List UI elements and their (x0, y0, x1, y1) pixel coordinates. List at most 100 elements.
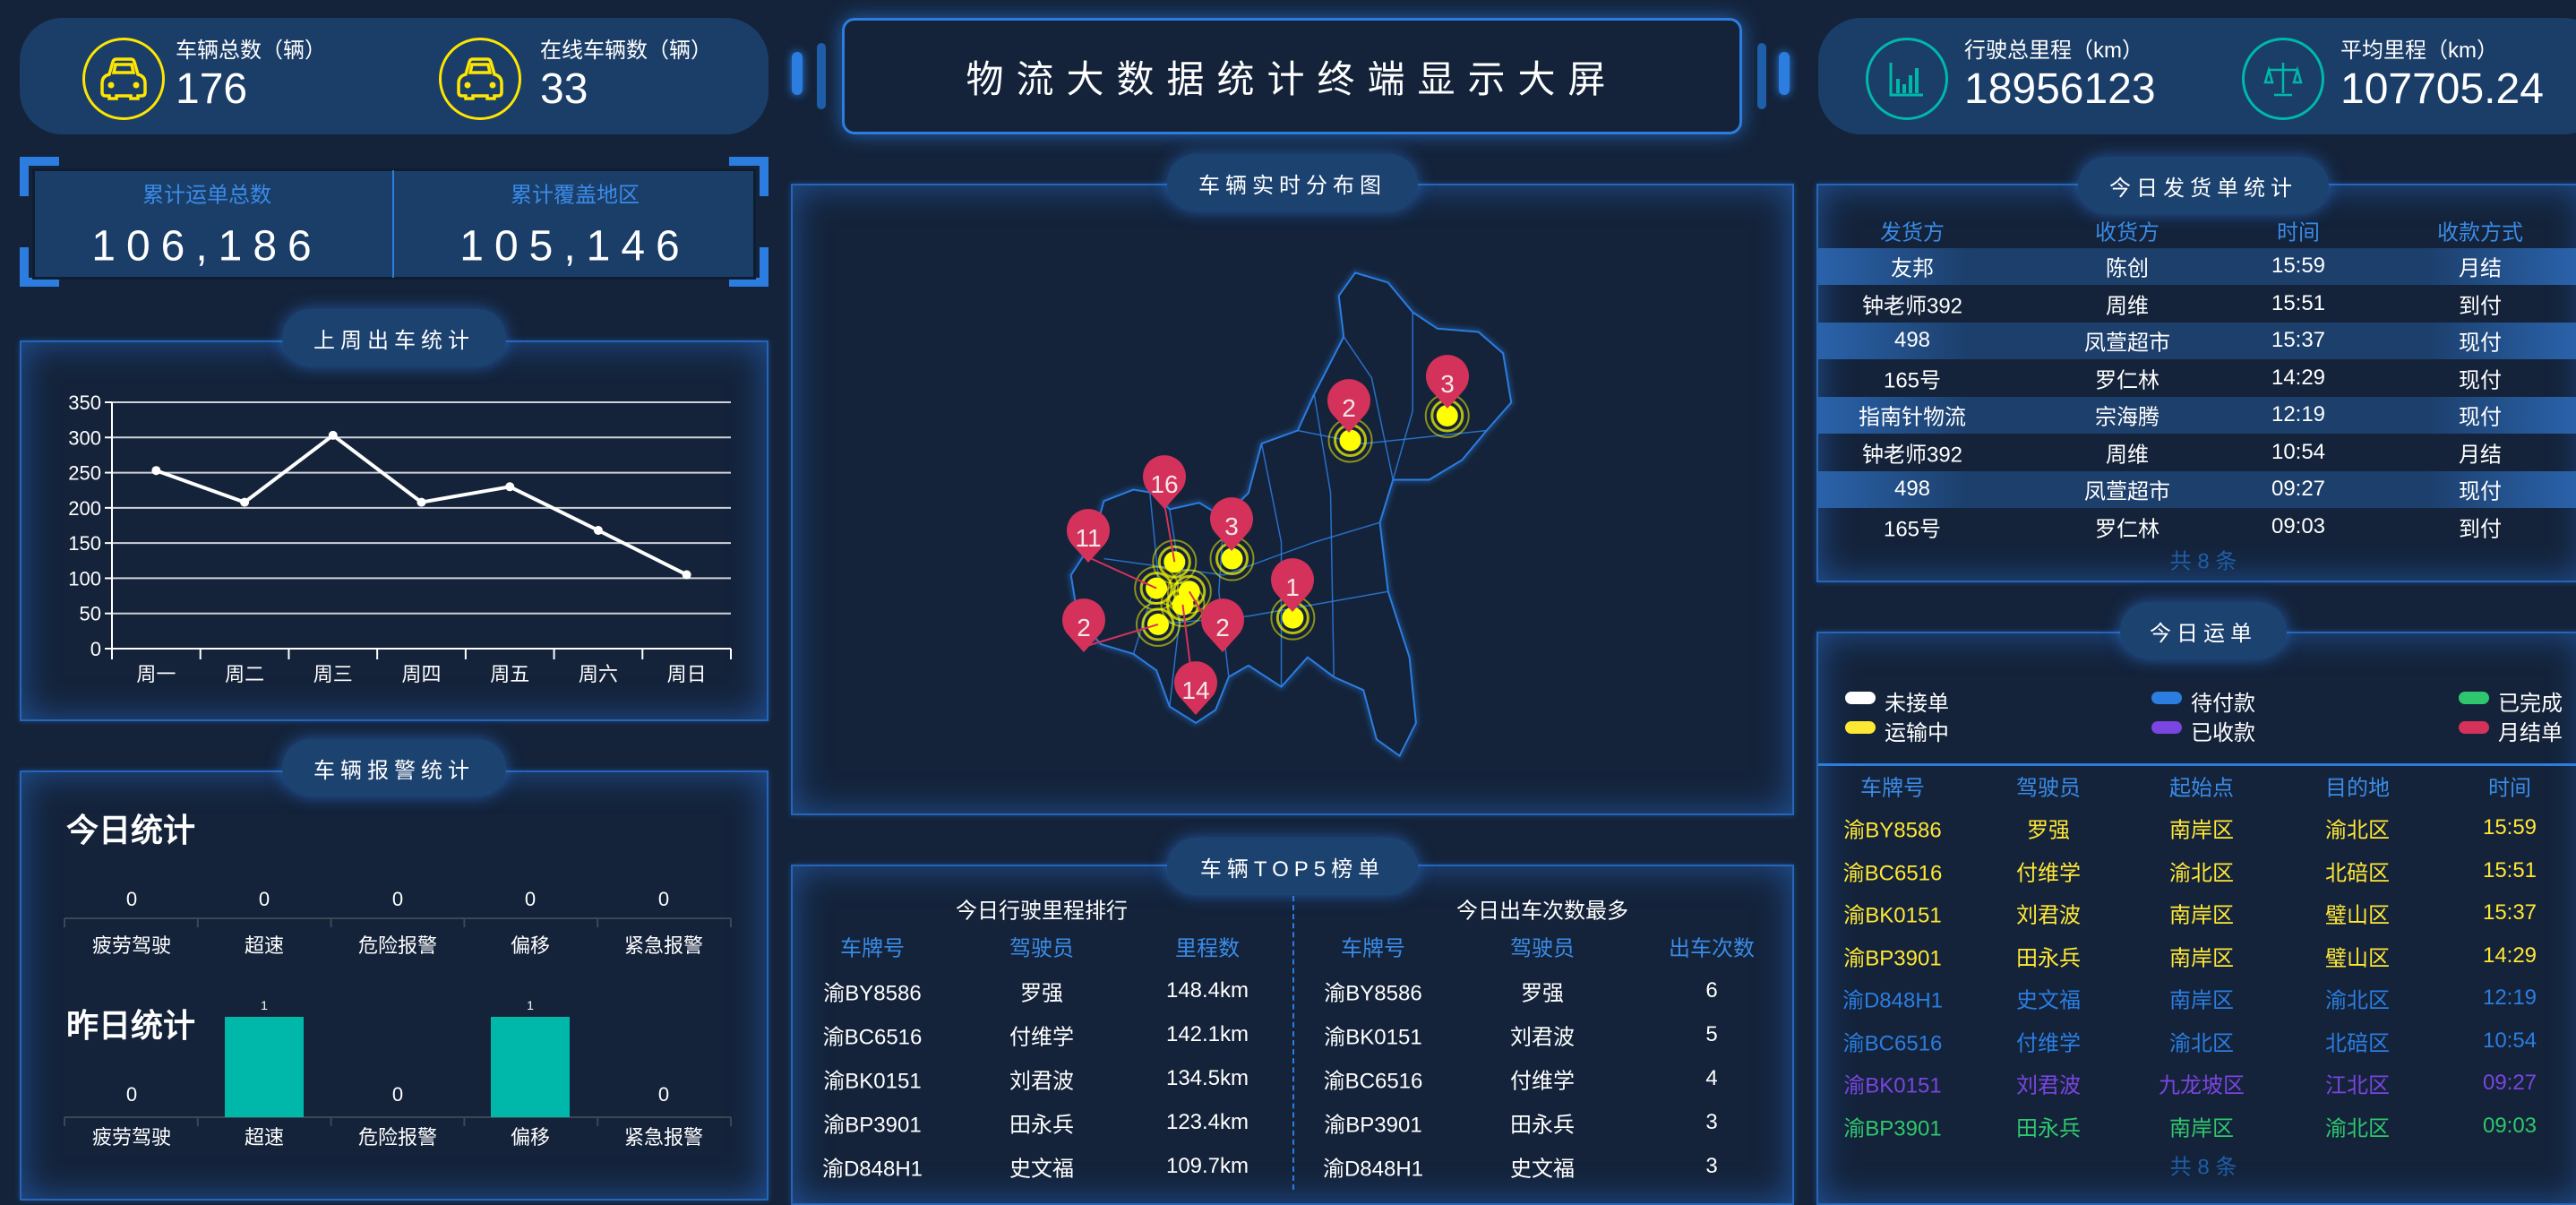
marker-ripple (1141, 607, 1175, 641)
column-header: 时间 (2488, 776, 2531, 801)
panel-title-top5: 车辆TOP5榜单 (1167, 838, 1418, 895)
map-pin-icon (1174, 661, 1217, 715)
panel-title-map: 车辆实时分布图 (1167, 154, 1418, 211)
x-tick-label: 周五 (490, 663, 529, 685)
table-cell: 3 (1705, 1154, 1718, 1178)
table-cell: 10:54 (2271, 439, 2326, 464)
kpi-label: 行驶总里程（km） (1964, 39, 2143, 63)
legend-swatch (1845, 721, 1876, 734)
table-cell: 刘君波 (2016, 1073, 2081, 1098)
page-title: 物流大数据统计终端显示大屏 (966, 57, 1619, 100)
legend-label: 已收款 (2191, 721, 2255, 745)
bar-value-label: 0 (525, 888, 536, 910)
table-cell: 3 (1705, 1110, 1718, 1134)
table-cell: 165号 (1883, 368, 1942, 392)
vehicle-distribution-map[interactable]: 2 3 3 1 16 11 2 14 2 (791, 184, 1794, 815)
title-deco-right (1779, 52, 1790, 95)
y-tick-label: 50 (80, 603, 101, 625)
vehicle-dot (1221, 547, 1243, 570)
table-cell: 15:51 (2482, 857, 2537, 882)
table-cell: 12:19 (2271, 402, 2326, 426)
bar-value-label: 0 (392, 1083, 403, 1106)
map-outline (1069, 271, 1513, 758)
yesterday-stats-title: 昨日统计 (66, 1007, 196, 1044)
panel-title-alarm: 车辆报警统计 (282, 739, 506, 796)
table-cell: 南岸区 (2169, 818, 2234, 843)
category-label: 危险报警 (358, 934, 437, 957)
column-header: 车牌号 (1341, 936, 1405, 961)
map-pin-icon (1143, 455, 1186, 509)
column-header: 收款方式 (2437, 220, 2523, 245)
table-cell: 罗强 (2027, 818, 2070, 843)
table-cell: 月结 (2459, 256, 2502, 281)
row-highlight (1818, 471, 2576, 508)
table-cell: 498 (1893, 477, 1931, 501)
legend-label: 待付款 (2191, 692, 2255, 716)
table-cell: 宗海腾 (2095, 405, 2160, 430)
bar-value-label: 0 (392, 888, 403, 910)
category-label: 紧急报警 (624, 934, 703, 957)
data-point (240, 497, 250, 507)
weekly-line-chart: 0 50 100 150 200 250 300 350 周一 周二 周三 周四 周五 周六 周日 (68, 392, 732, 685)
table-cell: 北碚区 (2325, 1031, 2390, 1055)
column-header: 驾驶员 (1510, 936, 1575, 961)
top5-table-title: 今日行驶里程排行 (956, 899, 1128, 924)
kpi-label: 车辆总数（辆） (176, 39, 326, 63)
table-cell: 渝北区 (2325, 1116, 2390, 1140)
marker-count: 3 (1224, 512, 1239, 540)
column-header: 车牌号 (1860, 776, 1925, 801)
corner-bracket (20, 157, 59, 196)
table-cell: 现付 (2459, 331, 2502, 356)
bar-value-label: 0 (126, 1083, 137, 1106)
category-label: 超速 (245, 934, 284, 957)
table-cell: 498 (1893, 328, 1931, 352)
data-point (505, 482, 515, 492)
y-tick-label: 250 (68, 462, 101, 485)
district-border (1392, 312, 1413, 480)
column-header: 驾驶员 (1009, 936, 1074, 961)
table-cell: 璧山区 (2325, 946, 2390, 970)
kpi-label: 平均里程（km） (2340, 39, 2498, 63)
table-cell: 渝D848H1 (1322, 1157, 1424, 1182)
page-title-box: 物流大数据统计终端显示大屏 (842, 18, 1742, 134)
vehicle-dot (1436, 405, 1458, 427)
x-tick-label: 周四 (401, 663, 441, 685)
map-pin-icon (1327, 379, 1370, 433)
column-header: 目的地 (2325, 776, 2390, 801)
table-cell: 10:54 (2482, 1028, 2537, 1053)
table-cell: 109.7km (1165, 1154, 1249, 1178)
table-cell: 罗仁林 (2095, 517, 2160, 541)
column-header: 时间 (2277, 220, 2320, 245)
district-border (1297, 429, 1487, 444)
vehicle-dot (1146, 577, 1168, 599)
table-cell: 钟老师392 (1861, 294, 1963, 318)
orders-divider (1818, 763, 2576, 766)
table-cell: 渝BK0151 (1324, 1025, 1422, 1050)
table-cell: 南岸区 (2169, 988, 2234, 1013)
table-cell: 凤萱超市 (2084, 479, 2170, 504)
x-tick-label: 周三 (313, 663, 353, 685)
table-cell: 渝BP3901 (823, 1113, 922, 1138)
table-cell: 渝BC6516 (1842, 1031, 1943, 1055)
table-cell: 15:37 (2482, 900, 2537, 925)
row-count: 共 8 条 (2169, 549, 2237, 574)
alarm-bar (225, 1017, 304, 1117)
today-stats-title: 今日统计 (66, 812, 196, 848)
bar-value-label: 1 (527, 998, 534, 1012)
table-cell: 友邦 (1891, 256, 1934, 281)
legend-swatch (2151, 721, 2182, 734)
y-tick-label: 100 (68, 567, 101, 590)
pin-leader-line (1087, 556, 1157, 590)
pin-leader-line (1163, 503, 1176, 563)
table-cell: 渝BC6516 (822, 1025, 923, 1050)
panel-title-shipping: 今日发货单统计 (2078, 157, 2329, 214)
vehicle-dot (1339, 429, 1361, 452)
car-icon (82, 38, 165, 120)
title-deco-right (1757, 43, 1766, 109)
marker-count: 11 (1075, 524, 1101, 552)
x-tick-label: 周二 (225, 663, 264, 685)
column-header: 里程数 (1175, 936, 1240, 961)
car-icon (439, 38, 521, 120)
marker-count: 14 (1181, 676, 1209, 704)
marker-ripple (1160, 581, 1206, 627)
